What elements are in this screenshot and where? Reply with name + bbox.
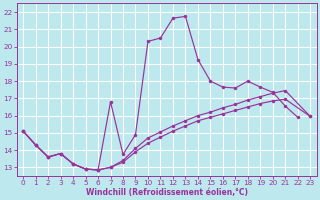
X-axis label: Windchill (Refroidissement éolien,°C): Windchill (Refroidissement éolien,°C) <box>86 188 248 197</box>
